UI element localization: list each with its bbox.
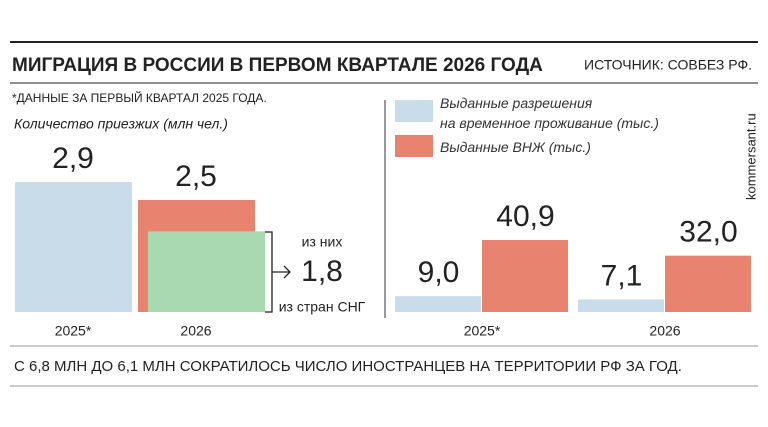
source: ИСТОЧНИК: СОВБЕЗ РФ. bbox=[584, 57, 752, 73]
inset-label: из них bbox=[302, 234, 343, 250]
value-label: 2,5 bbox=[175, 160, 217, 193]
watermark: kommersant.ru bbox=[743, 113, 758, 200]
category-label: 2025* bbox=[55, 323, 92, 339]
legend-swatch bbox=[395, 100, 433, 122]
legend-entry: Выданные ВНЖ (тыс.) bbox=[440, 139, 591, 155]
chart-subtitle: Количество приезжих (млн чел.) bbox=[14, 116, 228, 132]
bar bbox=[482, 240, 568, 312]
bar bbox=[15, 182, 132, 312]
legend-entry: Выданные разрешения на временное прожива… bbox=[440, 95, 659, 131]
category-label: 2026 bbox=[649, 323, 680, 339]
value-label: 40,9 bbox=[496, 200, 554, 233]
bracket bbox=[265, 231, 291, 313]
category-label: 2025* bbox=[464, 323, 501, 339]
bar bbox=[578, 299, 664, 312]
inset-label: из стран СНГ bbox=[279, 299, 366, 315]
bar bbox=[665, 255, 751, 312]
bar bbox=[395, 296, 481, 312]
inset-bar bbox=[148, 231, 265, 312]
value-label: 32,0 bbox=[679, 216, 737, 249]
footer: С 6,8 МЛН ДО 6,1 МЛН СОКРАТИЛОСЬ ЧИСЛО И… bbox=[14, 358, 682, 375]
title: МИГРАЦИЯ В РОССИИ В ПЕРВОМ КВАРТАЛЕ 2026… bbox=[12, 55, 543, 76]
inset-value: 1,8 bbox=[301, 255, 343, 288]
note: *ДАННЫЕ ЗА ПЕРВЫЙ КВАРТАЛ 2025 ГОДА. bbox=[12, 90, 267, 105]
legend-swatch bbox=[395, 135, 433, 157]
value-label: 2,9 bbox=[52, 142, 94, 175]
value-label: 7,1 bbox=[601, 259, 643, 292]
value-label: 9,0 bbox=[418, 256, 460, 289]
category-label: 2026 bbox=[180, 323, 211, 339]
